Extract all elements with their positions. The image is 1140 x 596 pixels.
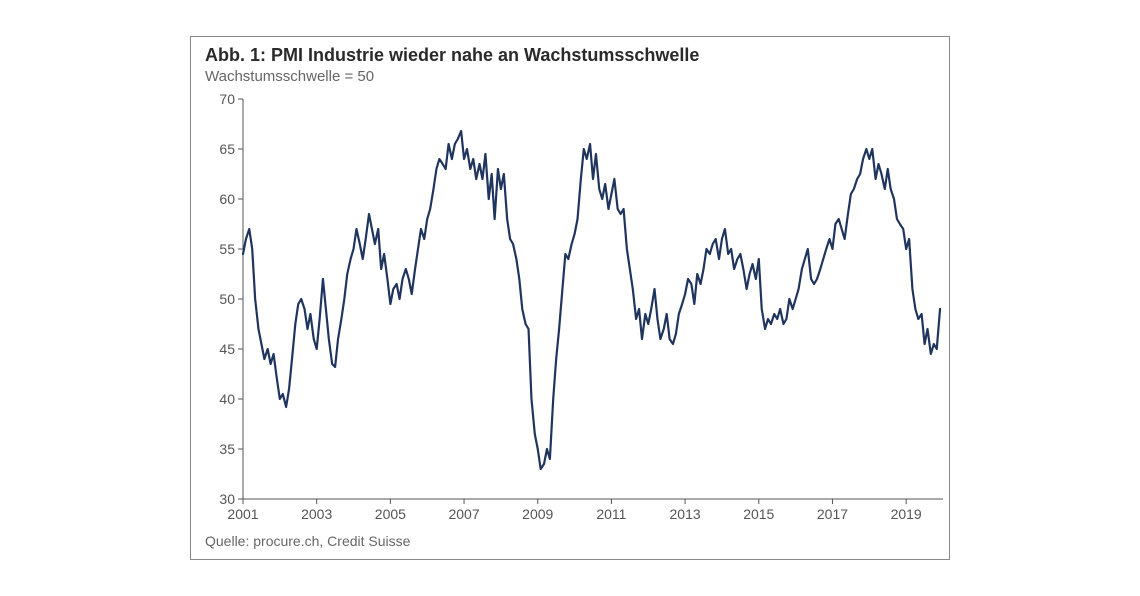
x-tick-label: 2003 bbox=[301, 506, 332, 522]
x-tick-label: 2011 bbox=[596, 506, 626, 522]
chart-subtitle: Wachstumsschwelle = 50 bbox=[205, 68, 935, 85]
y-tick-label: 55 bbox=[219, 241, 235, 257]
x-tick-label: 2005 bbox=[375, 506, 406, 522]
x-tick-label: 2013 bbox=[670, 506, 701, 522]
x-tick-label: 2019 bbox=[891, 506, 922, 522]
y-tick-label: 45 bbox=[219, 341, 235, 357]
chart-container: Abb. 1: PMI Industrie wieder nahe an Wac… bbox=[190, 36, 950, 560]
data-line bbox=[243, 131, 940, 469]
chart-plot: 30 35 40 45 50 55 60 65 70 2001 2003 2005 2007 2009 20… bbox=[191, 87, 949, 531]
y-tick-label: 50 bbox=[219, 291, 235, 307]
line-chart-svg: 30 35 40 45 50 55 60 65 70 2001 2003 2005 2007 2009 20… bbox=[205, 93, 953, 527]
x-tick-label: 2009 bbox=[522, 506, 553, 522]
y-tick-label: 65 bbox=[219, 141, 235, 157]
chart-title: Abb. 1: PMI Industrie wieder nahe an Wac… bbox=[205, 45, 935, 66]
y-tick-label: 30 bbox=[219, 491, 235, 507]
x-tick-label: 2007 bbox=[448, 506, 479, 522]
x-tick-label: 2017 bbox=[817, 506, 848, 522]
y-tick-label: 60 bbox=[219, 191, 235, 207]
y-tick-label: 35 bbox=[219, 441, 235, 457]
y-tick-label: 40 bbox=[219, 391, 235, 407]
x-tick-label: 2001 bbox=[227, 506, 258, 522]
chart-header: Abb. 1: PMI Industrie wieder nahe an Wac… bbox=[191, 37, 949, 87]
y-tick-label: 70 bbox=[219, 93, 235, 107]
chart-source: Quelle: procure.ch, Credit Suisse bbox=[191, 531, 949, 559]
x-tick-label: 2015 bbox=[743, 506, 774, 522]
